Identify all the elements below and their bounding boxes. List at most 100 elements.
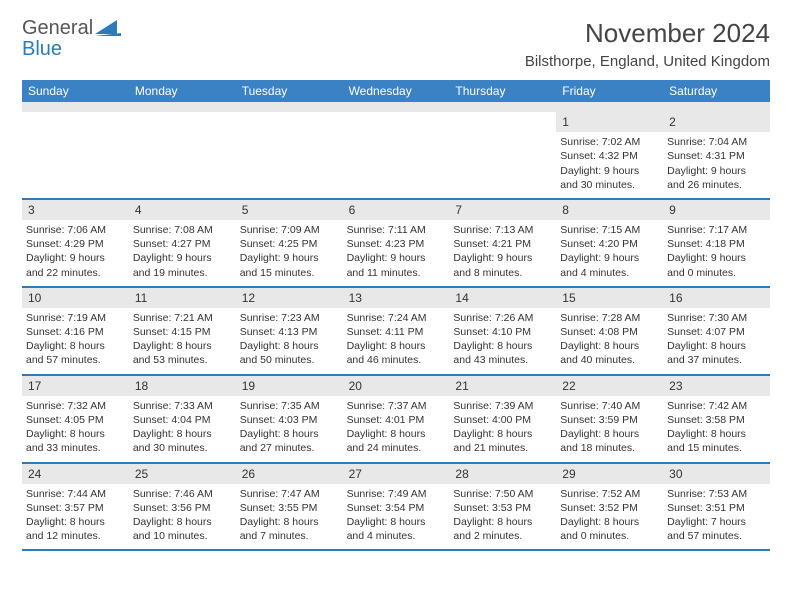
- brand-line2: Blue: [22, 38, 62, 60]
- sunrise-line: Sunrise: 7:21 AM: [133, 311, 232, 325]
- sunrise-line: Sunrise: 7:49 AM: [347, 487, 446, 501]
- sunrise-line: Sunrise: 7:30 AM: [667, 311, 766, 325]
- daylight-line: Daylight: 8 hours and 33 minutes.: [26, 427, 125, 455]
- day-16: 16Sunrise: 7:30 AMSunset: 4:07 PMDayligh…: [663, 288, 770, 374]
- sunrise-line: Sunrise: 7:44 AM: [26, 487, 125, 501]
- day-3: 3Sunrise: 7:06 AMSunset: 4:29 PMDaylight…: [22, 200, 129, 286]
- daylight-line: Daylight: 8 hours and 27 minutes.: [240, 427, 339, 455]
- weekday-friday: Friday: [556, 80, 663, 102]
- day-26: 26Sunrise: 7:47 AMSunset: 3:55 PMDayligh…: [236, 464, 343, 550]
- daylight-line: Daylight: 9 hours and 22 minutes.: [26, 251, 125, 279]
- day-8: 8Sunrise: 7:15 AMSunset: 4:20 PMDaylight…: [556, 200, 663, 286]
- sunrise-line: Sunrise: 7:24 AM: [347, 311, 446, 325]
- sunrise-line: Sunrise: 7:32 AM: [26, 399, 125, 413]
- day-number: 5: [236, 200, 343, 220]
- location-text: Bilsthorpe, England, United Kingdom: [525, 53, 770, 70]
- day-5: 5Sunrise: 7:09 AMSunset: 4:25 PMDaylight…: [236, 200, 343, 286]
- sunset-line: Sunset: 3:51 PM: [667, 501, 766, 515]
- day-15: 15Sunrise: 7:28 AMSunset: 4:08 PMDayligh…: [556, 288, 663, 374]
- day-23: 23Sunrise: 7:42 AMSunset: 3:58 PMDayligh…: [663, 376, 770, 462]
- daylight-line: Daylight: 8 hours and 15 minutes.: [667, 427, 766, 455]
- daylight-line: Daylight: 9 hours and 8 minutes.: [453, 251, 552, 279]
- weeks-container: 1Sunrise: 7:02 AMSunset: 4:32 PMDaylight…: [22, 112, 770, 551]
- sunset-line: Sunset: 4:15 PM: [133, 325, 232, 339]
- daylight-line: Daylight: 8 hours and 43 minutes.: [453, 339, 552, 367]
- daylight-line: Daylight: 8 hours and 12 minutes.: [26, 515, 125, 543]
- day-number: 11: [129, 288, 236, 308]
- day-number: 21: [449, 376, 556, 396]
- day-number: 9: [663, 200, 770, 220]
- brand-logo: General Blue: [22, 18, 123, 60]
- week-row: 3Sunrise: 7:06 AMSunset: 4:29 PMDaylight…: [22, 200, 770, 288]
- day-number: 29: [556, 464, 663, 484]
- daylight-line: Daylight: 8 hours and 10 minutes.: [133, 515, 232, 543]
- day-number: 18: [129, 376, 236, 396]
- sunrise-line: Sunrise: 7:53 AM: [667, 487, 766, 501]
- week-row: 24Sunrise: 7:44 AMSunset: 3:57 PMDayligh…: [22, 464, 770, 552]
- daylight-line: Daylight: 8 hours and 7 minutes.: [240, 515, 339, 543]
- day-2: 2Sunrise: 7:04 AMSunset: 4:31 PMDaylight…: [663, 112, 770, 198]
- day-22: 22Sunrise: 7:40 AMSunset: 3:59 PMDayligh…: [556, 376, 663, 462]
- sunset-line: Sunset: 4:31 PM: [667, 149, 766, 163]
- day-27: 27Sunrise: 7:49 AMSunset: 3:54 PMDayligh…: [343, 464, 450, 550]
- day-17: 17 Sunrise: 7:32 AMSunset: 4:05 PMDayligh…: [22, 376, 129, 462]
- sunset-line: Sunset: 4:21 PM: [453, 237, 552, 251]
- sunset-line: Sunset: 4:05 PM: [26, 413, 125, 427]
- sunrise-line: Sunrise: 7:13 AM: [453, 223, 552, 237]
- sunset-line: Sunset: 4:16 PM: [26, 325, 125, 339]
- week-row: 17Sunrise: 7:32 AMSunset: 4:05 PMDayligh…: [22, 376, 770, 464]
- day-4: 4Sunrise: 7:08 AMSunset: 4:27 PMDaylight…: [129, 200, 236, 286]
- weekday-monday: Monday: [129, 80, 236, 102]
- sunset-line: Sunset: 3:55 PM: [240, 501, 339, 515]
- sunrise-line: Sunrise: 7:17 AM: [667, 223, 766, 237]
- day-18: 18Sunrise: 7:33 AMSunset: 4:04 PMDayligh…: [129, 376, 236, 462]
- day-empty: [343, 112, 450, 198]
- sunset-line: Sunset: 3:53 PM: [453, 501, 552, 515]
- weekday-wednesday: Wednesday: [343, 80, 450, 102]
- month-title: November 2024: [525, 18, 770, 49]
- sunset-line: Sunset: 4:10 PM: [453, 325, 552, 339]
- brand-text: General Blue: [22, 18, 93, 60]
- sunrise-line: Sunrise: 7:39 AM: [453, 399, 552, 413]
- title-block: November 2024 Bilsthorpe, England, Unite…: [525, 18, 770, 70]
- daylight-line: Daylight: 8 hours and 57 minutes.: [26, 339, 125, 367]
- daylight-line: Daylight: 9 hours and 19 minutes.: [133, 251, 232, 279]
- sunset-line: Sunset: 4:23 PM: [347, 237, 446, 251]
- sunset-line: Sunset: 3:56 PM: [133, 501, 232, 515]
- day-12: 12Sunrise: 7:23 AMSunset: 4:13 PMDayligh…: [236, 288, 343, 374]
- daylight-line: Daylight: 8 hours and 46 minutes.: [347, 339, 446, 367]
- daylight-line: Daylight: 8 hours and 40 minutes.: [560, 339, 659, 367]
- sunset-line: Sunset: 4:25 PM: [240, 237, 339, 251]
- day-empty: [449, 112, 556, 198]
- sunset-line: Sunset: 4:27 PM: [133, 237, 232, 251]
- day-empty: [22, 112, 129, 198]
- week-row: 1Sunrise: 7:02 AMSunset: 4:32 PMDaylight…: [22, 112, 770, 200]
- day-1: 1Sunrise: 7:02 AMSunset: 4:32 PMDaylight…: [556, 112, 663, 198]
- sunrise-line: Sunrise: 7:33 AM: [133, 399, 232, 413]
- day-number: 26: [236, 464, 343, 484]
- sunset-line: Sunset: 4:04 PM: [133, 413, 232, 427]
- daylight-line: Daylight: 9 hours and 11 minutes.: [347, 251, 446, 279]
- day-14: 14Sunrise: 7:26 AMSunset: 4:10 PMDayligh…: [449, 288, 556, 374]
- day-number: 14: [449, 288, 556, 308]
- sunrise-line: Sunrise: 7:40 AM: [560, 399, 659, 413]
- day-number: 1: [556, 112, 663, 132]
- day-21: 21Sunrise: 7:39 AMSunset: 4:00 PMDayligh…: [449, 376, 556, 462]
- day-number: 20: [343, 376, 450, 396]
- sunrise-line: Sunrise: 7:23 AM: [240, 311, 339, 325]
- day-13: 13Sunrise: 7:24 AMSunset: 4:11 PMDayligh…: [343, 288, 450, 374]
- day-20: 20Sunrise: 7:37 AMSunset: 4:01 PMDayligh…: [343, 376, 450, 462]
- day-7: 7Sunrise: 7:13 AMSunset: 4:21 PMDaylight…: [449, 200, 556, 286]
- day-number: 8: [556, 200, 663, 220]
- day-number: 15: [556, 288, 663, 308]
- day-number: 28: [449, 464, 556, 484]
- sunrise-line: Sunrise: 7:04 AM: [667, 135, 766, 149]
- sunrise-line: Sunrise: 7:09 AM: [240, 223, 339, 237]
- day-11: 11Sunrise: 7:21 AMSunset: 4:15 PMDayligh…: [129, 288, 236, 374]
- weekday-tuesday: Tuesday: [236, 80, 343, 102]
- sunset-line: Sunset: 4:29 PM: [26, 237, 125, 251]
- sunset-line: Sunset: 4:00 PM: [453, 413, 552, 427]
- daylight-line: Daylight: 8 hours and 0 minutes.: [560, 515, 659, 543]
- day-number: 17: [22, 376, 129, 396]
- day-number: 10: [22, 288, 129, 308]
